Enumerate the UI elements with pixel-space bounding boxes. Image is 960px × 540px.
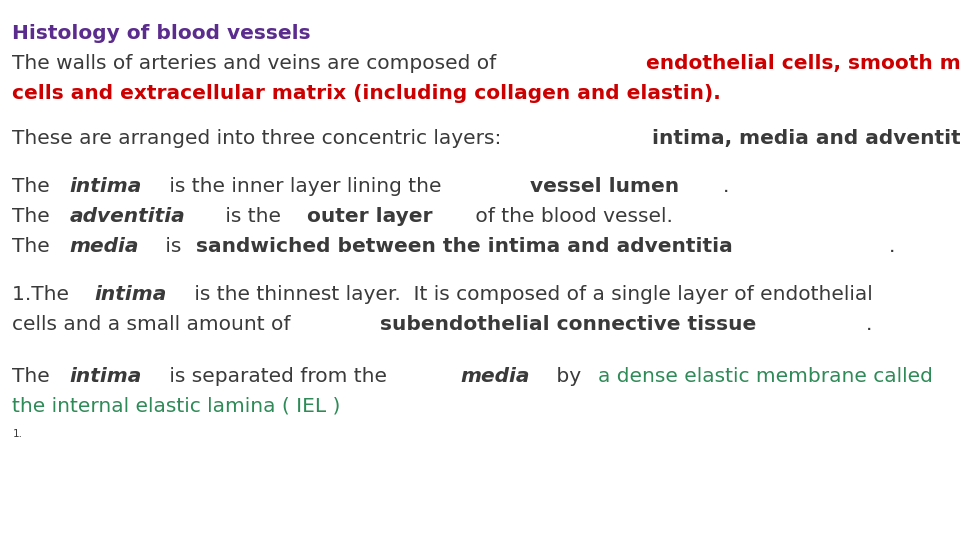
Text: .: .: [889, 237, 895, 255]
Text: is the thinnest layer.  It is composed of a single layer of endothelial: is the thinnest layer. It is composed of…: [187, 285, 873, 304]
Text: Histology of blood vessels: Histology of blood vessels: [12, 24, 311, 43]
Text: endothelial cells, smooth muscle: endothelial cells, smooth muscle: [645, 54, 960, 73]
Text: The walls of arteries and veins are composed of: The walls of arteries and veins are comp…: [12, 54, 503, 73]
Text: subendothelial connective tissue: subendothelial connective tissue: [380, 315, 756, 334]
Text: intima: intima: [69, 367, 142, 386]
Text: intima, media and adventitia.: intima, media and adventitia.: [652, 129, 960, 147]
Text: 1.: 1.: [12, 429, 22, 440]
Text: a dense elastic membrane called: a dense elastic membrane called: [598, 367, 933, 386]
Text: of the blood vessel.: of the blood vessel.: [468, 207, 673, 226]
Text: 1.The: 1.The: [12, 285, 76, 304]
Text: vessel lumen: vessel lumen: [530, 177, 680, 196]
Text: cells and extracellular matrix (including collagen and elastin).: cells and extracellular matrix (includin…: [12, 84, 721, 103]
Text: The: The: [12, 367, 57, 386]
Text: cells and a small amount of: cells and a small amount of: [12, 315, 298, 334]
Text: .: .: [866, 315, 872, 334]
Text: The: The: [12, 207, 57, 226]
Text: is separated from the: is separated from the: [163, 367, 394, 386]
Text: media: media: [69, 237, 139, 255]
Text: These are arranged into three concentric layers:: These are arranged into three concentric…: [12, 129, 508, 147]
Text: is the inner layer lining the: is the inner layer lining the: [163, 177, 447, 196]
Text: intima: intima: [94, 285, 167, 304]
Text: is: is: [159, 237, 188, 255]
Text: -: -: [927, 84, 960, 103]
Text: by: by: [550, 367, 588, 386]
Text: The: The: [12, 177, 57, 196]
Text: is the: is the: [219, 207, 287, 226]
Text: the internal elastic lamina ( IEL ): the internal elastic lamina ( IEL ): [12, 397, 341, 416]
Text: adventitia: adventitia: [69, 207, 185, 226]
Text: media: media: [460, 367, 530, 386]
Text: .: .: [723, 177, 730, 196]
Text: The: The: [12, 237, 57, 255]
Text: intima: intima: [69, 177, 142, 196]
Text: sandwiched between the intima and adventitia: sandwiched between the intima and advent…: [196, 237, 732, 255]
Text: outer layer: outer layer: [307, 207, 433, 226]
